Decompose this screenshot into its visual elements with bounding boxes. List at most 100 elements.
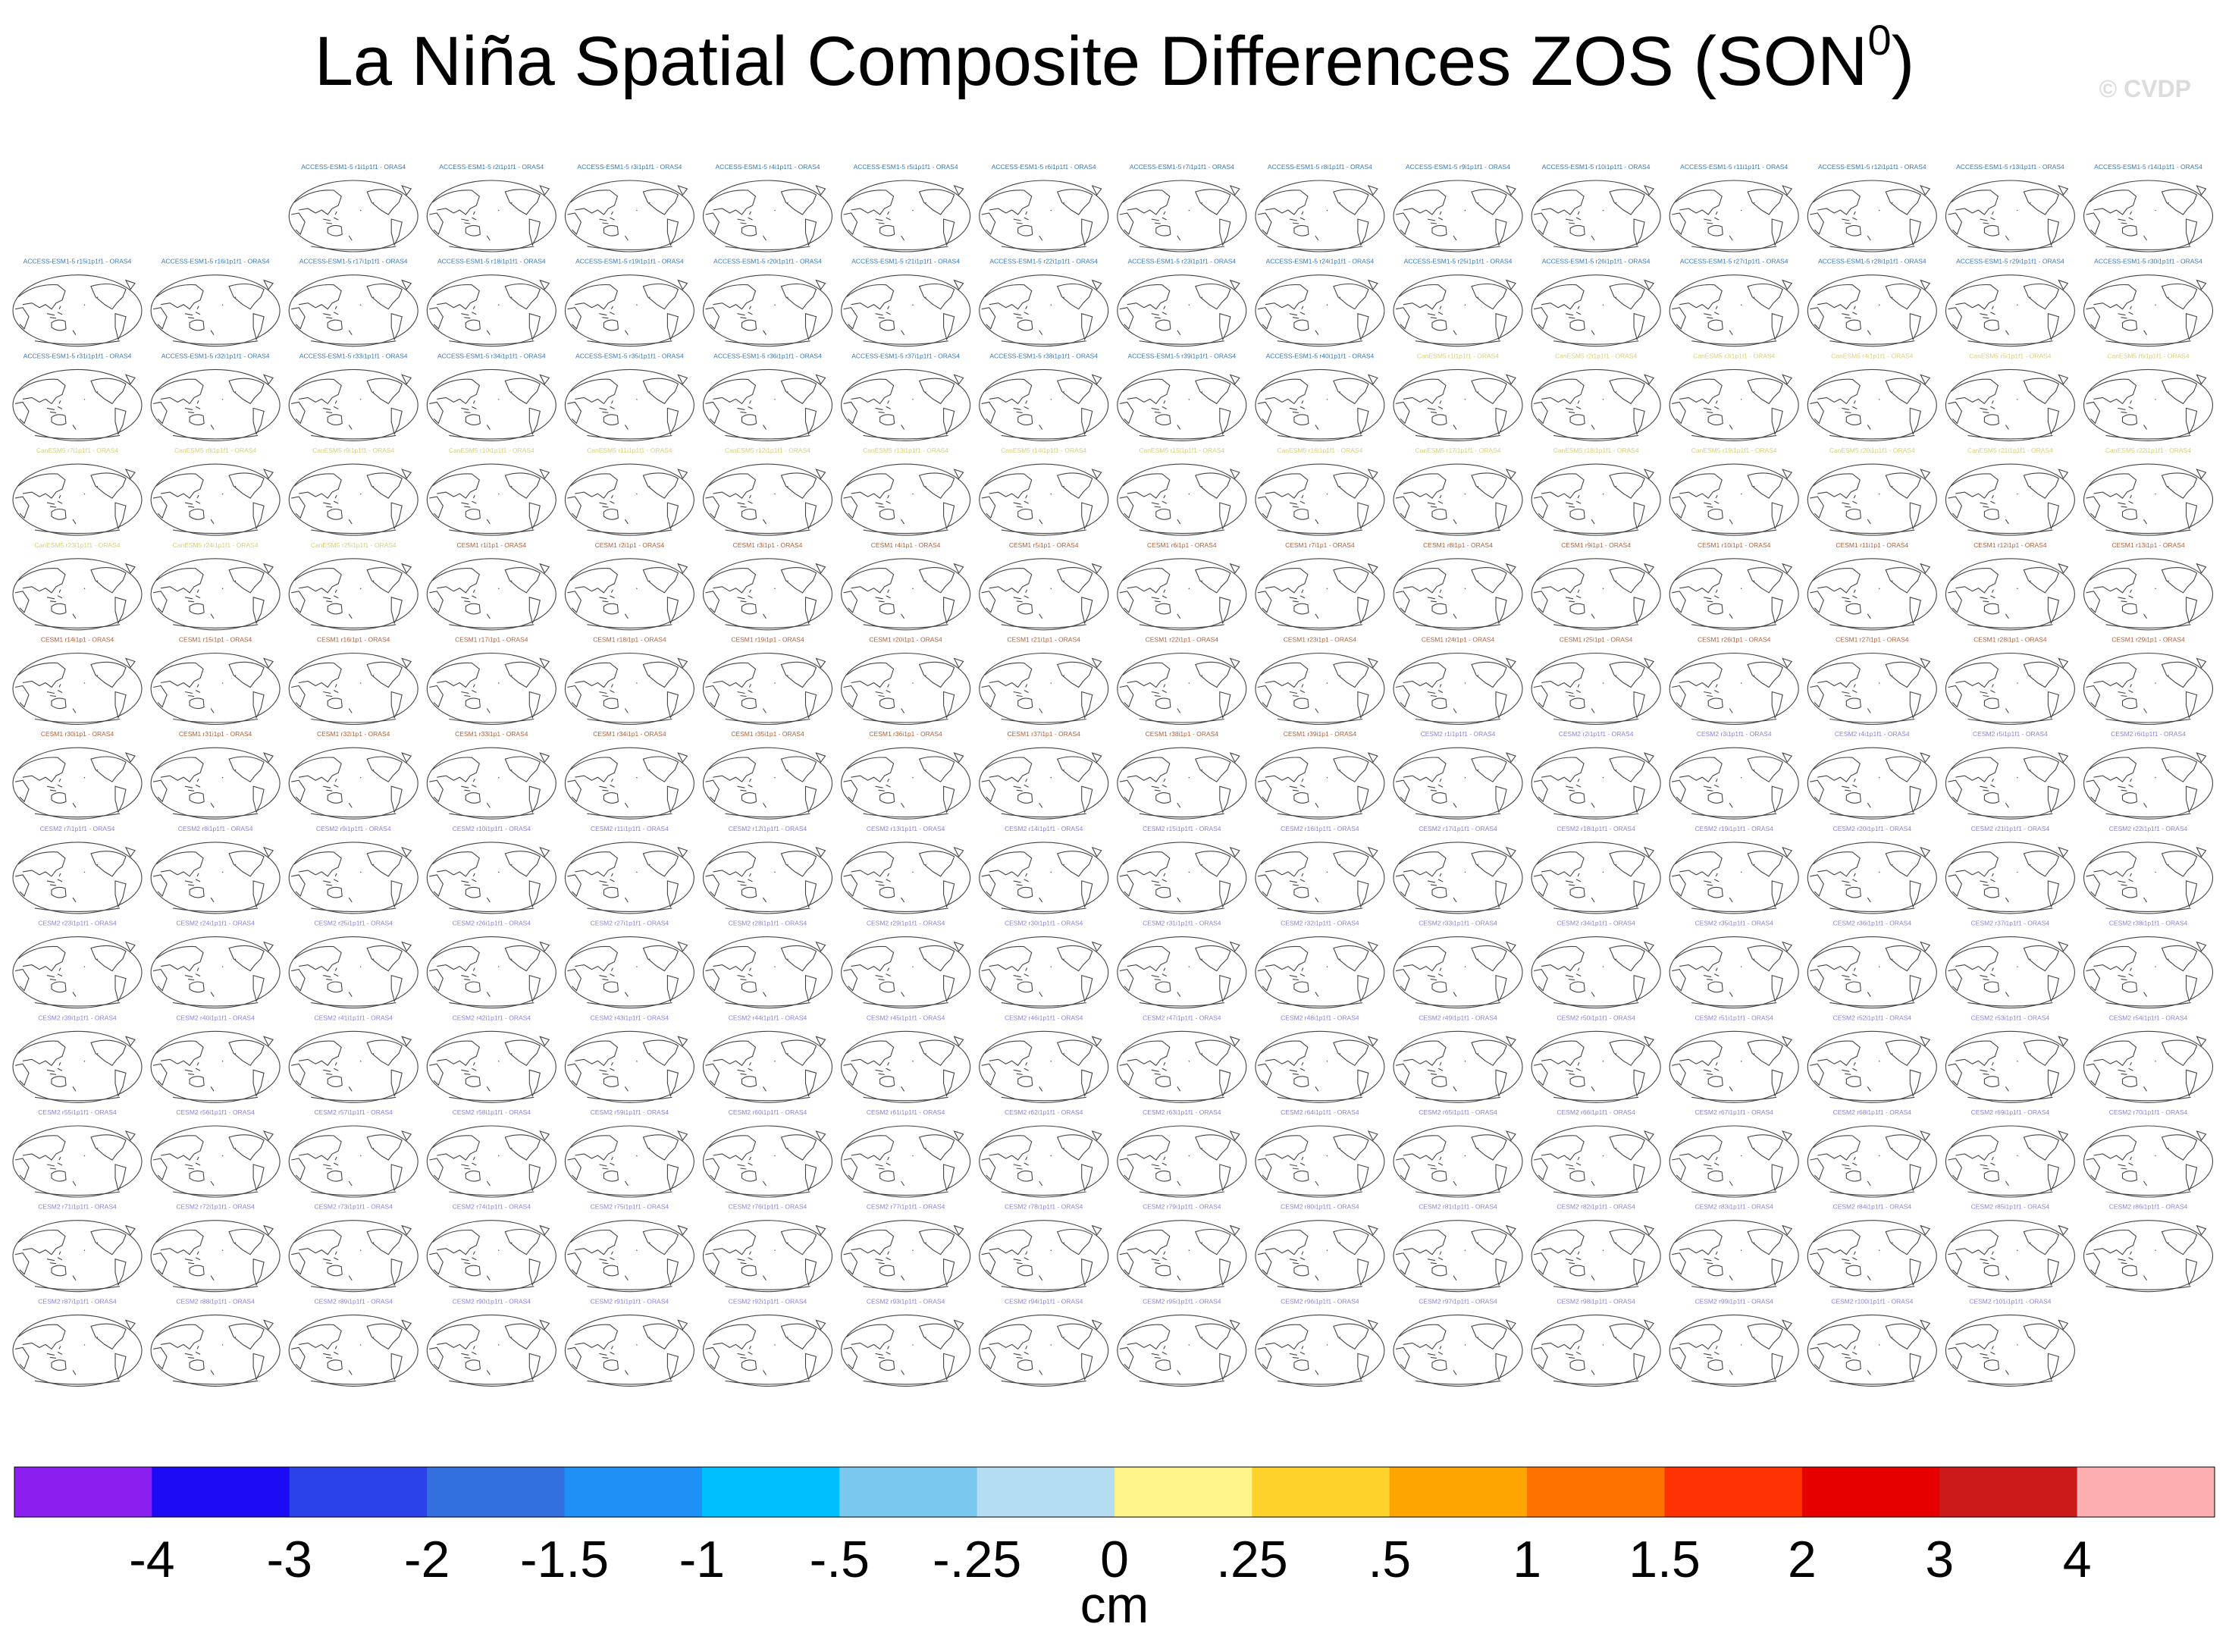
panel-label: CESM2 r6i1p1f1 - ORAS4	[2111, 730, 2186, 738]
map-panel: CESM1 r13i1p1 - ORAS4	[2083, 541, 2214, 631]
map-panel: CESM2 r19i1p1f1 - ORAS4	[1669, 825, 1799, 914]
panel-label: CESM2 r34i1p1f1 - ORAS4	[1557, 920, 1635, 927]
map-panel: CESM1 r3i1p1 - ORAS4	[702, 541, 833, 631]
map-panel: CESM1 r18i1p1 - ORAS4	[564, 636, 694, 726]
world-map	[1393, 558, 1523, 631]
map-panel: CESM2 r78i1p1f1 - ORAS4	[979, 1203, 1109, 1293]
panel-label: CESM2 r37i1p1f1 - ORAS4	[1971, 920, 2050, 927]
panel-label: ACCESS-ESM1-5 r16i1p1f1 - ORAS4	[161, 258, 270, 265]
world-map	[1669, 652, 1799, 726]
colorbar-swatch	[1389, 1467, 1528, 1517]
panel-label: CESM1 r1i1p1 - ORAS4	[456, 541, 526, 549]
panel-label: CESM1 r38i1p1 - ORAS4	[1146, 730, 1219, 738]
world-map	[1945, 1125, 2075, 1198]
panel-label: CESM2 r1i1p1f1 - ORAS4	[1421, 730, 1496, 738]
map-panel: CESM2 r60i1p1f1 - ORAS4	[702, 1108, 833, 1198]
panel-label: CESM1 r17i1p1 - ORAS4	[455, 636, 528, 644]
map-panel: CESM2 r49i1p1f1 - ORAS4	[1393, 1014, 1523, 1103]
colorbar-label: -.5	[810, 1531, 870, 1588]
map-panel: CESM1 r25i1p1 - ORAS4	[1531, 636, 1661, 726]
world-map	[1945, 842, 2075, 914]
map-panel: CESM1 r31i1p1 - ORAS4	[150, 730, 281, 820]
map-panel: CESM2 r25i1p1f1 - ORAS4	[288, 920, 419, 1009]
panel-label: CESM1 r13i1p1 - ORAS4	[2111, 541, 2185, 549]
panel-label: CESM2 r43i1p1f1 - ORAS4	[591, 1014, 669, 1021]
panel-label: CESM2 r15i1p1f1 - ORAS4	[1143, 825, 1221, 832]
map-panel: ACCESS-ESM1-5 r3i1p1f1 - ORAS4	[564, 163, 694, 252]
panel-label: CESM2 r101i1p1f1 - ORAS4	[1969, 1297, 2051, 1305]
panel-label: ACCESS-ESM1-5 r21i1p1f1 - ORAS4	[851, 258, 960, 265]
map-panel: CESM2 r15i1p1f1 - ORAS4	[1117, 825, 1247, 914]
panel-label: CESM1 r3i1p1 - ORAS4	[733, 541, 803, 549]
map-panel: CESM2 r81i1p1f1 - ORAS4	[1393, 1203, 1523, 1293]
map-panel: CESM2 r55i1p1f1 - ORAS4	[12, 1108, 143, 1198]
map-panel: CESM2 r39i1p1f1 - ORAS4	[12, 1014, 143, 1103]
panel-label: ACCESS-ESM1-5 r17i1p1f1 - ORAS4	[299, 258, 408, 265]
world-map	[1807, 1125, 1937, 1198]
map-panel: CESM2 r97i1p1f1 - ORAS4	[1393, 1297, 1523, 1387]
panel-label: ACCESS-ESM1-5 r28i1p1f1 - ORAS4	[1818, 258, 1926, 265]
colorbar-swatch	[839, 1467, 978, 1517]
panel-label: CESM2 r33i1p1f1 - ORAS4	[1419, 920, 1497, 927]
map-panel: CESM1 r37i1p1 - ORAS4	[979, 730, 1109, 820]
panel-label: CESM2 r11i1p1f1 - ORAS4	[591, 825, 669, 832]
panel-label: CanESM5 r20i1p1f1 - ORAS4	[1829, 447, 1915, 454]
panel-label: CESM2 r72i1p1f1 - ORAS4	[176, 1203, 255, 1211]
map-panel: CESM2 r10i1p1f1 - ORAS4	[426, 825, 556, 914]
world-map	[426, 463, 556, 536]
map-panel: CESM2 r80i1p1f1 - ORAS4	[1255, 1203, 1385, 1293]
panel-label: CESM2 r21i1p1f1 - ORAS4	[1971, 825, 2050, 832]
panel-label: CESM2 r30i1p1f1 - ORAS4	[1005, 920, 1083, 927]
panel-label: CESM2 r36i1p1f1 - ORAS4	[1833, 920, 1912, 927]
panel-label: CESM2 r83i1p1f1 - ORAS4	[1694, 1203, 1773, 1211]
colorbar-swatch	[14, 1467, 152, 1517]
colorbar-swatch	[1527, 1467, 1665, 1517]
world-map	[1255, 180, 1385, 252]
map-panel: ACCESS-ESM1-5 r33i1p1f1 - ORAS4	[288, 352, 419, 441]
world-map	[564, 1220, 694, 1293]
world-map	[841, 1125, 971, 1198]
panel-label: CESM2 r52i1p1f1 - ORAS4	[1833, 1014, 1912, 1021]
world-map	[841, 1220, 971, 1293]
panel-label: CESM2 r40i1p1f1 - ORAS4	[176, 1014, 255, 1021]
map-panel: CESM2 r86i1p1f1 - ORAS4	[2083, 1203, 2214, 1293]
world-map	[1531, 652, 1661, 726]
map-panel: CESM1 r32i1p1 - ORAS4	[288, 730, 419, 820]
panel-label: CESM2 r65i1p1f1 - ORAS4	[1419, 1108, 1497, 1116]
world-map	[702, 558, 833, 631]
map-panel: CESM1 r30i1p1 - ORAS4	[12, 730, 143, 820]
panel-label: CESM2 r76i1p1f1 - ORAS4	[729, 1203, 807, 1211]
panel-label: CanESM5 r22i1p1f1 - ORAS4	[2105, 447, 2191, 454]
map-panel: CESM2 r18i1p1f1 - ORAS4	[1531, 825, 1661, 914]
map-panel: CESM2 r35i1p1f1 - ORAS4	[1669, 920, 1799, 1009]
world-map	[1945, 1220, 2075, 1293]
copyright: © CVDP	[2099, 75, 2191, 102]
world-map	[150, 747, 281, 820]
world-map	[979, 842, 1109, 914]
panel-label: CESM2 r55i1p1f1 - ORAS4	[38, 1108, 117, 1116]
panel-label: CESM2 r45i1p1f1 - ORAS4	[867, 1014, 945, 1021]
world-map	[2083, 368, 2214, 441]
panel-label: ACCESS-ESM1-5 r13i1p1f1 - ORAS4	[1956, 163, 2064, 171]
world-map	[426, 1314, 556, 1387]
colorbar-label: -.25	[933, 1531, 1021, 1588]
world-map	[1531, 463, 1661, 536]
map-panel: CESM2 r11i1p1f1 - ORAS4	[564, 825, 694, 914]
map-panel: CESM2 r46i1p1f1 - ORAS4	[979, 1014, 1109, 1103]
map-panel: CESM1 r28i1p1 - ORAS4	[1945, 636, 2075, 726]
map-panel: CESM2 r47i1p1f1 - ORAS4	[1117, 1014, 1247, 1103]
map-panel: ACCESS-ESM1-5 r26i1p1f1 - ORAS4	[1531, 258, 1661, 347]
panel-label: CESM2 r31i1p1f1 - ORAS4	[1143, 920, 1221, 927]
panel-label: CESM2 r20i1p1f1 - ORAS4	[1833, 825, 1912, 832]
world-map	[702, 1314, 833, 1387]
world-map	[1945, 274, 2075, 347]
world-map	[1393, 1125, 1523, 1198]
panel-label: CESM2 r60i1p1f1 - ORAS4	[729, 1108, 807, 1116]
panel-label: ACCESS-ESM1-5 r20i1p1f1 - ORAS4	[713, 258, 822, 265]
map-panel: CESM2 r64i1p1f1 - ORAS4	[1255, 1108, 1385, 1198]
panel-label: ACCESS-ESM1-5 r23i1p1f1 - ORAS4	[1127, 258, 1236, 265]
panel-label: ACCESS-ESM1-5 r37i1p1f1 - ORAS4	[851, 352, 960, 359]
panel-label: ACCESS-ESM1-5 r8i1p1f1 - ORAS4	[1268, 163, 1372, 171]
colorbar-label: .5	[1368, 1531, 1411, 1588]
panel-label: CESM2 r28i1p1f1 - ORAS4	[729, 920, 807, 927]
